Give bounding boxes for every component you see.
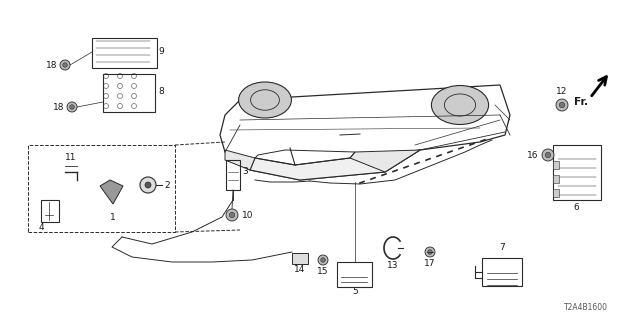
FancyBboxPatch shape (292, 253, 308, 264)
Text: 14: 14 (294, 266, 306, 275)
Text: 18: 18 (45, 60, 57, 69)
Text: Fr.: Fr. (574, 97, 588, 107)
Circle shape (545, 152, 550, 158)
Circle shape (67, 102, 77, 112)
Text: 1: 1 (110, 212, 116, 221)
Circle shape (63, 63, 67, 67)
Polygon shape (225, 150, 255, 170)
Circle shape (229, 212, 235, 218)
Text: 18: 18 (52, 102, 64, 111)
Circle shape (70, 105, 74, 109)
Text: 15: 15 (317, 268, 329, 276)
Text: 12: 12 (556, 87, 568, 97)
Circle shape (226, 209, 238, 221)
Text: 9: 9 (158, 47, 164, 57)
Text: T2A4B1600: T2A4B1600 (564, 303, 608, 312)
Polygon shape (100, 180, 123, 204)
Text: 17: 17 (424, 260, 436, 268)
Circle shape (556, 99, 568, 111)
Ellipse shape (239, 82, 291, 118)
Text: 11: 11 (65, 154, 77, 163)
Circle shape (140, 177, 156, 193)
Text: 3: 3 (242, 167, 248, 177)
FancyBboxPatch shape (553, 161, 559, 169)
Text: 13: 13 (387, 260, 399, 269)
Text: 6: 6 (573, 204, 579, 212)
Ellipse shape (431, 85, 488, 124)
FancyBboxPatch shape (553, 189, 559, 197)
Text: 7: 7 (499, 243, 505, 252)
Circle shape (559, 102, 564, 108)
Circle shape (60, 60, 70, 70)
Circle shape (318, 255, 328, 265)
Circle shape (542, 149, 554, 161)
Polygon shape (350, 150, 420, 172)
Polygon shape (250, 150, 420, 180)
Text: 4: 4 (38, 223, 44, 233)
Text: 16: 16 (527, 150, 538, 159)
Text: 2: 2 (164, 180, 170, 189)
Text: 10: 10 (242, 211, 253, 220)
Circle shape (321, 258, 325, 262)
Circle shape (145, 182, 151, 188)
Circle shape (425, 247, 435, 257)
Text: 5: 5 (352, 287, 358, 297)
Circle shape (428, 250, 432, 254)
FancyBboxPatch shape (553, 175, 559, 183)
Text: 8: 8 (158, 87, 164, 97)
